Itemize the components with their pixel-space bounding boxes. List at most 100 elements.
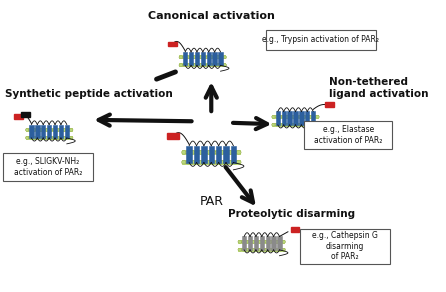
Circle shape: [192, 56, 196, 59]
Bar: [179, 63, 227, 67]
Circle shape: [232, 151, 237, 154]
Circle shape: [241, 248, 245, 251]
Text: e.g., Cathepsin G
disarming
of PAR₂: e.g., Cathepsin G disarming of PAR₂: [312, 231, 378, 261]
Bar: [219, 52, 223, 65]
Circle shape: [228, 161, 233, 164]
Circle shape: [45, 128, 50, 131]
Text: e.g., Elastase
activation of PAR₂: e.g., Elastase activation of PAR₂: [314, 125, 382, 145]
Bar: [272, 123, 319, 127]
Circle shape: [315, 115, 319, 118]
Circle shape: [282, 123, 286, 126]
Circle shape: [213, 56, 217, 59]
Bar: [201, 146, 206, 163]
Circle shape: [219, 64, 223, 67]
Bar: [287, 112, 292, 125]
Bar: [201, 52, 205, 65]
Circle shape: [182, 64, 186, 67]
Circle shape: [241, 240, 245, 243]
Bar: [216, 146, 221, 163]
Bar: [304, 121, 392, 149]
Circle shape: [213, 64, 217, 67]
Circle shape: [228, 151, 233, 154]
Bar: [167, 133, 179, 139]
Circle shape: [248, 248, 252, 251]
Circle shape: [190, 151, 195, 154]
Bar: [277, 237, 282, 250]
Circle shape: [59, 136, 63, 139]
Bar: [311, 112, 315, 125]
Circle shape: [302, 115, 306, 118]
Circle shape: [179, 64, 183, 67]
Circle shape: [298, 123, 302, 126]
Circle shape: [35, 136, 39, 139]
Circle shape: [192, 64, 196, 67]
Circle shape: [190, 161, 195, 164]
Bar: [299, 112, 304, 125]
Bar: [35, 125, 40, 138]
Bar: [212, 52, 217, 65]
Circle shape: [206, 56, 210, 59]
Circle shape: [202, 64, 206, 67]
Circle shape: [186, 161, 190, 164]
Circle shape: [295, 115, 299, 118]
Bar: [47, 125, 51, 138]
Circle shape: [215, 161, 220, 164]
Bar: [281, 112, 286, 125]
Circle shape: [62, 128, 66, 131]
Circle shape: [42, 136, 46, 139]
Text: e.g., SLIGKV-NH₂
activation of PAR₂: e.g., SLIGKV-NH₂ activation of PAR₂: [14, 157, 82, 177]
Circle shape: [302, 123, 306, 126]
Circle shape: [275, 115, 279, 118]
Bar: [21, 112, 30, 117]
Circle shape: [275, 240, 279, 243]
Circle shape: [292, 123, 296, 126]
Bar: [276, 112, 280, 125]
Text: Canonical activation: Canonical activation: [148, 11, 275, 21]
Circle shape: [255, 248, 259, 251]
Bar: [168, 41, 177, 46]
Circle shape: [282, 115, 286, 118]
Circle shape: [39, 136, 43, 139]
Circle shape: [223, 64, 227, 67]
Bar: [260, 237, 264, 250]
Circle shape: [275, 123, 279, 126]
Bar: [14, 114, 23, 119]
Circle shape: [219, 56, 223, 59]
Circle shape: [278, 123, 282, 126]
Circle shape: [209, 56, 213, 59]
Circle shape: [223, 151, 228, 154]
Circle shape: [238, 240, 242, 243]
Circle shape: [272, 240, 276, 243]
Bar: [179, 55, 227, 59]
Circle shape: [198, 151, 203, 154]
Bar: [182, 160, 241, 165]
Circle shape: [312, 115, 316, 118]
Circle shape: [315, 123, 319, 126]
Circle shape: [238, 248, 242, 251]
Circle shape: [272, 248, 276, 251]
Circle shape: [272, 115, 276, 118]
Bar: [206, 52, 211, 65]
Circle shape: [32, 128, 36, 131]
Circle shape: [252, 240, 256, 243]
Circle shape: [182, 161, 186, 164]
Circle shape: [282, 240, 286, 243]
Bar: [29, 125, 33, 138]
Circle shape: [219, 151, 224, 154]
Circle shape: [265, 240, 269, 243]
Circle shape: [248, 240, 252, 243]
Circle shape: [289, 123, 293, 126]
Circle shape: [206, 64, 210, 67]
Circle shape: [244, 248, 249, 251]
Text: Synthetic peptide activation: Synthetic peptide activation: [5, 89, 173, 99]
Circle shape: [45, 136, 50, 139]
Bar: [65, 125, 69, 138]
Circle shape: [198, 161, 203, 164]
Circle shape: [32, 136, 36, 139]
Circle shape: [49, 136, 53, 139]
Circle shape: [252, 248, 256, 251]
Circle shape: [186, 64, 190, 67]
Circle shape: [42, 128, 46, 131]
Bar: [248, 237, 252, 250]
Circle shape: [305, 123, 310, 126]
